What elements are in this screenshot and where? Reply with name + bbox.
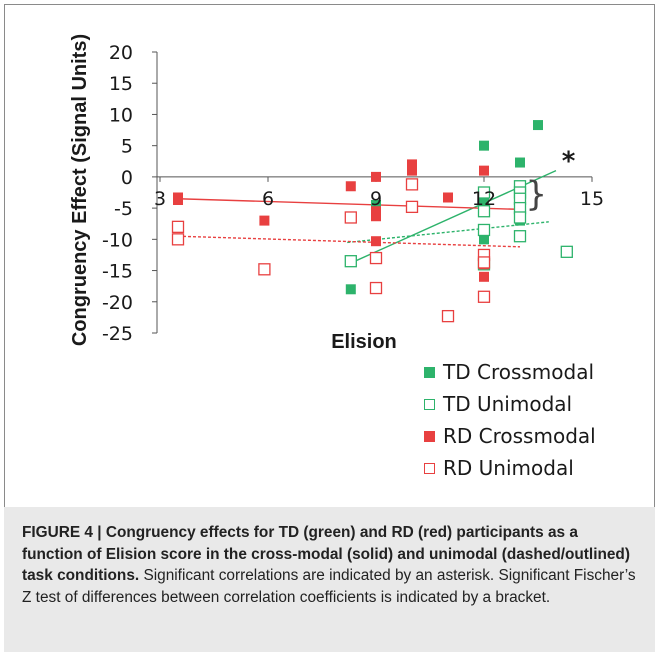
x-tick-label: 12	[472, 188, 496, 210]
data-point	[479, 165, 489, 176]
data-point	[515, 157, 525, 168]
data-point	[405, 178, 419, 191]
data-point	[173, 194, 183, 205]
y-tick-label: -20	[102, 292, 133, 314]
data-points	[171, 120, 573, 323]
data-point	[533, 120, 543, 131]
legend-swatch	[424, 398, 435, 410]
data-point	[405, 200, 419, 214]
x-tick-label: 9	[370, 188, 382, 210]
data-point	[369, 251, 383, 265]
figure-caption: FIGURE 4 | Congruency effects for TD (gr…	[4, 507, 655, 652]
data-point	[479, 234, 489, 245]
legend-item: TD Unimodal	[424, 388, 644, 420]
y-tick-label: -10	[102, 229, 133, 251]
y-tick-label: -25	[102, 323, 133, 345]
data-point	[479, 196, 489, 207]
data-point	[371, 211, 381, 222]
axis-labels: 20 15 10 5 0 -5 -10 -15 -20 -25 3 6 9 12 15 Elision Cong…	[69, 34, 604, 353]
y-tick-label: -5	[114, 198, 133, 220]
data-point	[477, 223, 491, 237]
data-point	[407, 159, 417, 170]
data-point	[258, 263, 271, 276]
data-point	[171, 220, 185, 233]
data-point	[477, 186, 491, 199]
data-point	[344, 255, 357, 268]
y-tick-label: 0	[121, 167, 133, 189]
data-point	[477, 205, 491, 218]
data-point	[479, 271, 489, 282]
y-tick-label: 10	[109, 104, 133, 126]
data-point	[479, 140, 489, 151]
x-tick-label: 15	[580, 188, 604, 210]
data-point	[344, 211, 357, 224]
legend-swatch	[424, 366, 435, 378]
data-point	[259, 215, 270, 226]
x-tick-label: 3	[154, 188, 166, 210]
data-point	[477, 290, 491, 303]
significance-asterisk: *	[562, 146, 576, 176]
data-point	[513, 230, 527, 243]
data-point	[345, 181, 356, 192]
data-point	[371, 199, 381, 210]
trend-line	[177, 198, 521, 211]
data-point	[371, 236, 381, 247]
data-point	[407, 165, 417, 176]
y-tick-label: 20	[109, 42, 133, 64]
legend-item: RD Unimodal	[424, 452, 644, 484]
data-point	[443, 192, 453, 203]
data-point	[477, 256, 491, 269]
data-point	[513, 211, 527, 224]
y-tick-label: -15	[102, 261, 133, 283]
chart-legend: TD Crossmodal TD Unimodal RD Crossmodal RD …	[424, 356, 644, 484]
trend-lines	[177, 170, 557, 264]
legend-swatch	[424, 462, 435, 474]
trend-line	[347, 221, 549, 244]
scatter-chart: 20 15 10 5 0 -5 -10 -15 -20 -25 3 6 9 12 15 Elision Cong…	[69, 34, 604, 353]
data-point	[560, 245, 573, 258]
y-tick-label: 15	[109, 73, 133, 95]
data-point	[171, 233, 185, 246]
caption-body: Significant correlations are indicated b…	[22, 567, 636, 606]
significance-bracket: }	[525, 175, 547, 215]
legend-label: RD Unimodal	[443, 456, 574, 480]
legend-swatch	[424, 430, 435, 442]
data-point	[371, 171, 381, 182]
trend-line	[177, 235, 521, 248]
data-point	[345, 284, 356, 295]
data-point	[441, 309, 455, 323]
x-tick-label: 6	[262, 188, 274, 210]
y-tick-label: 5	[121, 136, 133, 158]
legend-item: TD Crossmodal	[424, 356, 644, 388]
x-axis-title: Elision	[331, 331, 397, 353]
caption-title: FIGURE 4 | Congruency effects for TD (gr…	[22, 524, 630, 584]
legend-label: RD Crossmodal	[443, 424, 596, 448]
legend-item: RD Crossmodal	[424, 420, 644, 452]
y-axis-title: Congruency Effect (Signal Units)	[69, 34, 91, 346]
data-point	[369, 281, 383, 295]
legend-label: TD Unimodal	[443, 392, 573, 416]
legend-label: TD Crossmodal	[443, 360, 595, 384]
